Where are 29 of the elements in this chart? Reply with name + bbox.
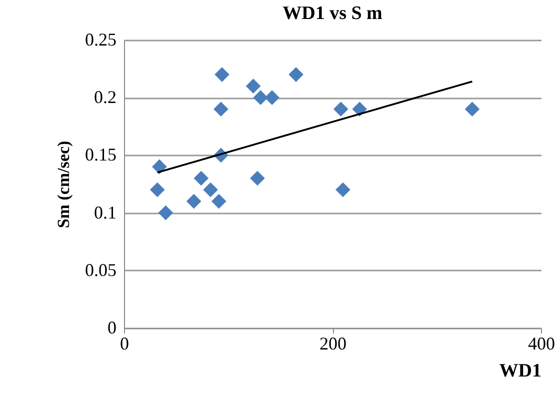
point [253, 90, 268, 106]
point [214, 67, 230, 82]
point [158, 205, 174, 220]
y-tick-label: 0.2 [94, 87, 116, 108]
point [250, 170, 265, 186]
point [264, 90, 280, 106]
x-tick-label: 400 [528, 334, 555, 354]
y-axis-title: Sm (cm/sec) [54, 140, 73, 228]
point [150, 182, 165, 198]
point [211, 194, 226, 209]
y-tick-label: 0.1 [94, 202, 116, 222]
point [288, 67, 304, 82]
y-tick-label: 0.05 [85, 260, 116, 280]
point [194, 170, 209, 186]
y-tick-label: 0.25 [85, 30, 116, 50]
point [214, 102, 228, 117]
point [203, 182, 218, 198]
point [333, 102, 348, 117]
chart-title: WD1 vs S m [282, 3, 383, 24]
y-tick-label: 0 [108, 318, 116, 338]
point [336, 182, 350, 198]
point [152, 159, 167, 174]
x-tick-label: 0 [120, 334, 129, 354]
x-tick-label: 200 [320, 334, 346, 354]
y-tick-label: 0.15 [85, 144, 116, 165]
x-axis-title: WD1 [499, 360, 542, 382]
point [246, 78, 261, 94]
point [464, 102, 480, 117]
point [186, 194, 202, 209]
